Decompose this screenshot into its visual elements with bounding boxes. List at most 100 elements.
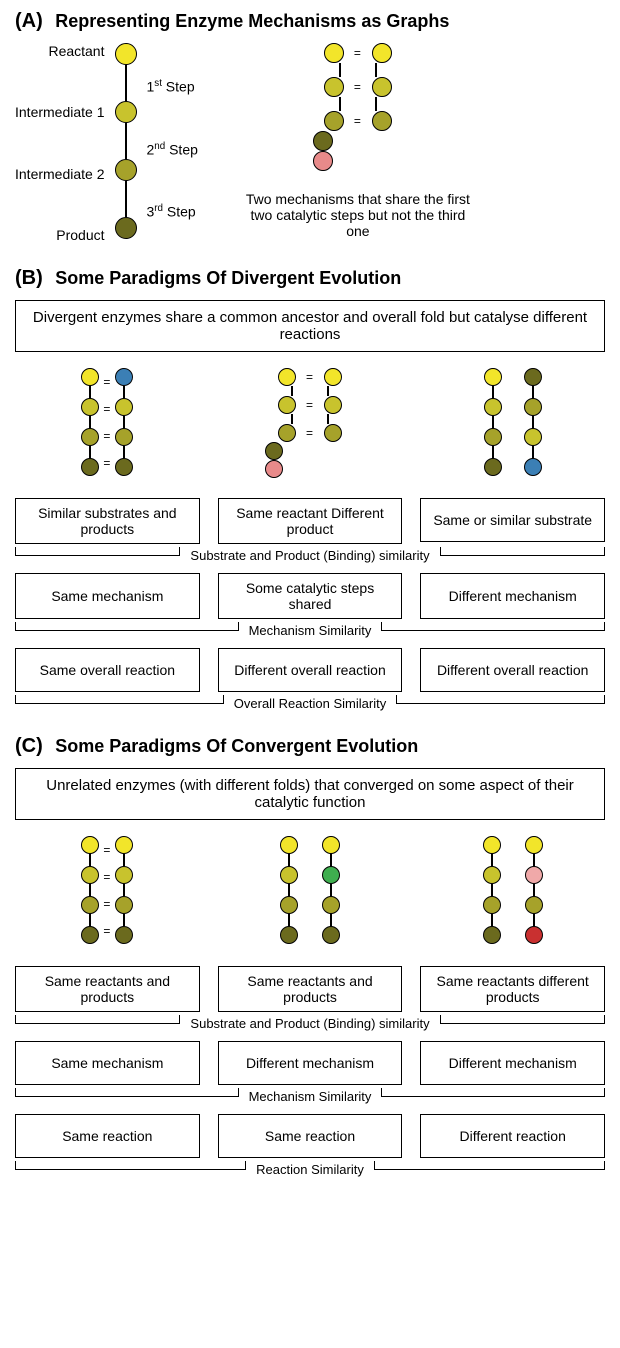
b-box1-0: Similar substrates and products	[15, 498, 200, 544]
c-box2-2: Different mechanism	[420, 1041, 605, 1085]
graph-node	[81, 836, 99, 854]
graph-node	[313, 131, 333, 151]
label-reactant: Reactant	[15, 43, 105, 59]
graph-edge	[532, 446, 534, 458]
panel-a-title: Representing Enzyme Mechanisms as Graphs	[55, 11, 449, 32]
graph-node	[115, 217, 137, 239]
graph-node	[280, 836, 298, 854]
graph-node	[115, 101, 137, 123]
b-box3-1: Different overall reaction	[218, 648, 403, 692]
graph-edge	[375, 97, 377, 111]
graph-edge	[532, 416, 534, 428]
graph-node	[265, 442, 283, 460]
c-box1-2: Same reactants different products	[420, 966, 605, 1012]
graph-edge	[125, 123, 127, 159]
panel-a-label: (A)	[15, 10, 43, 33]
single-chain	[115, 43, 137, 243]
graph-node	[280, 866, 298, 884]
c-bracket-3: Reaction Similarity	[15, 1162, 605, 1177]
b-box1-1: Same reactant Different product	[218, 498, 403, 544]
graph-edge	[89, 446, 91, 458]
graph-node	[322, 896, 340, 914]
b-box2-0: Same mechanism	[15, 573, 200, 619]
c-box2-1: Different mechanism	[218, 1041, 403, 1085]
graph-edge	[123, 884, 125, 896]
step-labels: 1st Step 2nd Step 3rd Step	[147, 43, 198, 243]
graph-edge	[123, 854, 125, 866]
graph-edge	[123, 416, 125, 428]
graph-edge	[125, 181, 127, 217]
c-box1-0: Same reactants and products	[15, 966, 200, 1012]
panel-b-title: Some Paradigms Of Divergent Evolution	[55, 268, 401, 289]
graph-node	[525, 896, 543, 914]
graph-edge	[125, 65, 127, 101]
b-graph-1: ===	[265, 368, 355, 498]
graph-node	[484, 368, 502, 386]
c-box3-1: Same reaction	[218, 1114, 403, 1158]
panel-b: (B) Some Paradigms Of Divergent Evolutio…	[15, 267, 605, 711]
panel-a-caption: Two mechanisms that share the first two …	[238, 191, 478, 239]
graph-edge	[532, 386, 534, 398]
graph-node	[324, 368, 342, 386]
fork-graph: ===	[313, 43, 403, 181]
graph-node	[322, 866, 340, 884]
label-int2: Intermediate 2	[15, 166, 105, 182]
left-node-labels: Reactant Intermediate 1 Intermediate 2 P…	[15, 43, 105, 243]
graph-node	[322, 926, 340, 944]
graph-edge	[339, 97, 341, 111]
panel-c-label: (C)	[15, 735, 43, 758]
graph-edge	[291, 386, 293, 396]
graph-node	[372, 43, 392, 63]
graph-edge	[330, 914, 332, 926]
equal-mark: =	[354, 78, 362, 96]
c-box3-0: Same reaction	[15, 1114, 200, 1158]
graph-edge	[533, 884, 535, 896]
graph-node	[324, 77, 344, 97]
equal-mark: =	[306, 396, 314, 414]
graph-node	[280, 926, 298, 944]
equal-mark: =	[103, 895, 111, 913]
panel-a-header: (A) Representing Enzyme Mechanisms as Gr…	[15, 10, 605, 33]
step3: 3rd Step	[147, 203, 198, 220]
equal-mark: =	[103, 373, 111, 391]
graph-edge	[291, 414, 293, 424]
panel-b-desc: Divergent enzymes share a common ancesto…	[15, 300, 605, 352]
graph-node	[484, 428, 502, 446]
graph-edge	[288, 884, 290, 896]
b-box1-2: Same or similar substrate	[420, 498, 605, 542]
graph-node	[324, 396, 342, 414]
b-bracket-1: Substrate and Product (Binding) similari…	[15, 548, 605, 563]
equal-mark: =	[103, 868, 111, 886]
graph-node	[81, 458, 99, 476]
b-bracket-3: Overall Reaction Similarity	[15, 696, 605, 711]
c-graph-0: ====	[81, 836, 133, 966]
equal-mark: =	[103, 427, 111, 445]
step2: 2nd Step	[147, 141, 198, 158]
graph-edge	[288, 914, 290, 926]
c-box1-1: Same reactants and products	[218, 966, 403, 1012]
graph-node	[524, 428, 542, 446]
graph-node	[278, 368, 296, 386]
graph-edge	[492, 386, 494, 398]
b-box3-0: Same overall reaction	[15, 648, 200, 692]
graph-node	[278, 424, 296, 442]
graph-node	[115, 428, 133, 446]
equal-mark: =	[103, 454, 111, 472]
c-box2-0: Same mechanism	[15, 1041, 200, 1085]
label-int1: Intermediate 1	[15, 104, 105, 120]
graph-edge	[89, 914, 91, 926]
graph-node	[115, 866, 133, 884]
graph-edge	[533, 914, 535, 926]
graph-node	[81, 428, 99, 446]
graph-node	[484, 458, 502, 476]
b-box2-1: Some catalytic steps shared	[218, 573, 403, 619]
graph-edge	[375, 63, 377, 77]
b-graph-2	[484, 368, 542, 498]
graph-edge	[339, 63, 341, 77]
c-graph-1	[280, 836, 340, 966]
graph-node	[280, 896, 298, 914]
graph-node	[278, 396, 296, 414]
graph-node	[81, 896, 99, 914]
graph-node	[372, 77, 392, 97]
label-product: Product	[15, 227, 105, 243]
